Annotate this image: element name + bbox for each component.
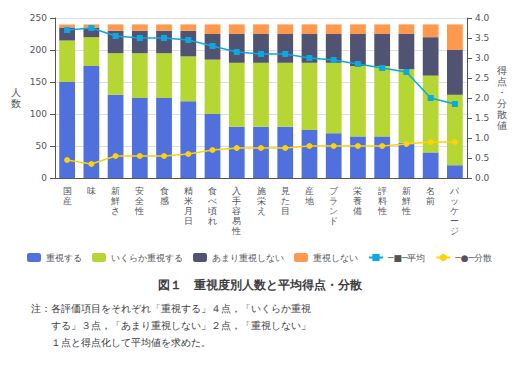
svg-text:１点と得点化して平均値を求めた。: １点と得点化して平均値を求めた。 bbox=[31, 337, 211, 348]
svg-text:料: 料 bbox=[378, 196, 387, 206]
svg-text:性: 性 bbox=[231, 226, 241, 236]
svg-text:・: ・ bbox=[497, 87, 507, 98]
svg-text:あまり重視しない: あまり重視しない bbox=[212, 253, 284, 263]
svg-text:─●─分散: ─●─分散 bbox=[454, 253, 492, 263]
svg-text:1.5: 1.5 bbox=[475, 113, 489, 123]
svg-text:注：各評価項目をそれぞれ「重視する」４点，「いくらか重視: 注：各評価項目をそれぞれ「重視する」４点，「いくらか重視 bbox=[31, 303, 311, 314]
svg-text:数: 数 bbox=[11, 98, 21, 109]
svg-text:1.0: 1.0 bbox=[475, 133, 490, 143]
svg-text:散: 散 bbox=[497, 109, 507, 120]
svg-text:人: 人 bbox=[11, 87, 21, 98]
svg-text:日: 日 bbox=[184, 216, 193, 226]
svg-text:れ: れ bbox=[208, 216, 217, 226]
svg-text:米: 米 bbox=[184, 196, 193, 206]
svg-text:─■─平均: ─■─平均 bbox=[387, 253, 425, 263]
svg-text:性: 性 bbox=[134, 206, 144, 216]
svg-text:栄: 栄 bbox=[353, 186, 362, 196]
svg-text:手: 手 bbox=[232, 196, 241, 206]
svg-text:点: 点 bbox=[497, 76, 507, 87]
svg-text:さ: さ bbox=[111, 206, 120, 216]
svg-text:食: 食 bbox=[160, 186, 169, 196]
svg-text:ド: ド bbox=[329, 216, 338, 226]
svg-text:2.5: 2.5 bbox=[475, 73, 489, 83]
svg-text:する」３点，「あまり重視しない」２点，「重視しない」: する」３点，「あまり重視しない」２点，「重視しない」 bbox=[31, 320, 311, 331]
svg-text:栄: 栄 bbox=[257, 196, 266, 206]
svg-text:入: 入 bbox=[232, 186, 241, 196]
svg-text:鮮: 鮮 bbox=[402, 196, 411, 206]
svg-text:0.0: 0.0 bbox=[475, 173, 490, 183]
svg-text:250: 250 bbox=[30, 13, 47, 23]
svg-text:200: 200 bbox=[30, 45, 47, 55]
svg-text:重視する: 重視する bbox=[46, 253, 82, 263]
svg-text:目: 目 bbox=[281, 206, 290, 216]
svg-text:産: 産 bbox=[305, 186, 314, 196]
svg-text:性: 性 bbox=[377, 206, 387, 216]
svg-text:得: 得 bbox=[497, 65, 507, 76]
svg-text:食: 食 bbox=[208, 186, 217, 196]
svg-text:0: 0 bbox=[41, 173, 47, 183]
svg-text:月: 月 bbox=[184, 206, 193, 216]
svg-text:分: 分 bbox=[497, 98, 507, 109]
svg-text:100: 100 bbox=[30, 109, 47, 119]
svg-text:新: 新 bbox=[111, 186, 120, 196]
svg-text:150: 150 bbox=[30, 77, 47, 87]
svg-text:ラ: ラ bbox=[329, 196, 338, 206]
svg-text:ン: ン bbox=[329, 206, 338, 216]
svg-text:ブ: ブ bbox=[329, 186, 339, 196]
svg-text:産: 産 bbox=[63, 196, 72, 206]
svg-text:容: 容 bbox=[232, 206, 241, 216]
svg-text:備: 備 bbox=[353, 206, 362, 216]
svg-text:鮮: 鮮 bbox=[111, 196, 120, 206]
svg-text:た: た bbox=[281, 196, 290, 206]
svg-text:重視しない: 重視しない bbox=[313, 253, 358, 263]
svg-text:見: 見 bbox=[281, 186, 290, 196]
svg-text:名: 名 bbox=[426, 186, 435, 196]
svg-text:施: 施 bbox=[257, 186, 266, 196]
svg-text:ッ: ッ bbox=[450, 196, 459, 206]
svg-text:感: 感 bbox=[160, 196, 169, 206]
svg-text:評: 評 bbox=[378, 186, 387, 196]
svg-text:いくらか重視する: いくらか重視する bbox=[111, 253, 183, 263]
svg-text:新: 新 bbox=[402, 186, 411, 196]
svg-text:パ: パ bbox=[449, 186, 460, 196]
svg-text:ー: ー bbox=[450, 216, 459, 226]
svg-text:味: 味 bbox=[87, 186, 96, 196]
svg-text:国: 国 bbox=[63, 186, 72, 196]
svg-text:地: 地 bbox=[304, 196, 314, 206]
svg-text:安: 安 bbox=[135, 186, 144, 196]
svg-text:2.0: 2.0 bbox=[475, 93, 490, 103]
svg-text:前: 前 bbox=[426, 196, 435, 206]
svg-text:図１ 重視度別人数と平均得点・分散: 図１ 重視度別人数と平均得点・分散 bbox=[158, 278, 363, 292]
svg-text:3.5: 3.5 bbox=[475, 33, 489, 43]
svg-text:ジ: ジ bbox=[450, 226, 459, 236]
svg-text:ケ: ケ bbox=[450, 206, 459, 216]
svg-text:え: え bbox=[257, 206, 266, 216]
svg-text:養: 養 bbox=[353, 196, 362, 206]
svg-text:全: 全 bbox=[135, 196, 144, 206]
svg-text:3.0: 3.0 bbox=[475, 53, 490, 63]
svg-text:50: 50 bbox=[36, 141, 48, 151]
svg-text:値: 値 bbox=[497, 120, 507, 131]
svg-text:性: 性 bbox=[401, 206, 411, 216]
svg-text:0.5: 0.5 bbox=[475, 153, 489, 163]
svg-text:べ: べ bbox=[208, 196, 217, 206]
svg-text:易: 易 bbox=[232, 216, 241, 226]
svg-text:4.0: 4.0 bbox=[475, 13, 490, 23]
svg-text:精: 精 bbox=[184, 186, 193, 196]
svg-text:頃: 頃 bbox=[208, 206, 217, 216]
